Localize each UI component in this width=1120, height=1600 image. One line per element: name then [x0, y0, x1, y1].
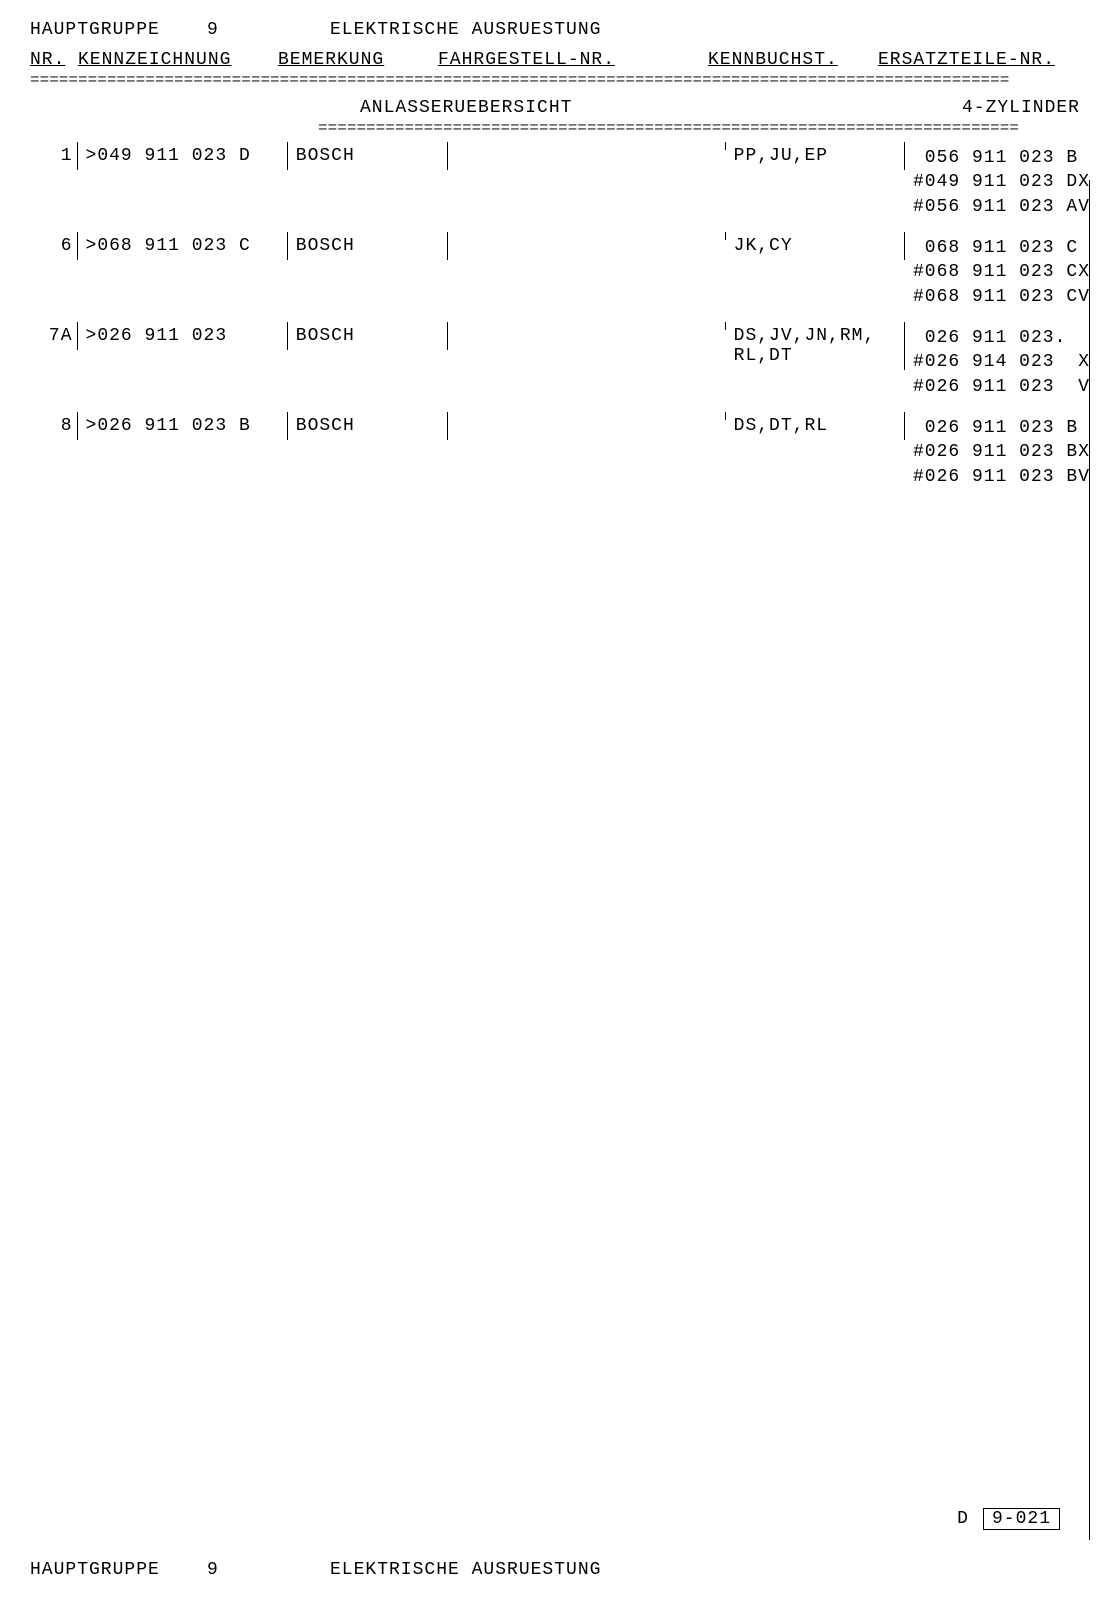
page-number: D 9-021: [957, 1508, 1060, 1530]
hauptgruppe-label: HAUPTGRUPPE: [30, 20, 160, 40]
table-row: 7A>026 911 023BOSCH DS,JV,JN,RM, RL,DT 02…: [30, 322, 1090, 412]
cell-kennbuchst: JK,CY: [726, 232, 905, 260]
ersatzteile-line: #026 911 023 V: [913, 375, 1090, 399]
table-row: 6>068 911 023 CBOSCHJK,CY 068 911 023 C#…: [30, 232, 1090, 322]
section-title: ANLASSERUEBERSICHT: [330, 98, 880, 118]
ersatzteile-line: 068 911 023 C: [913, 236, 1090, 260]
col-fahrgestell: FAHRGESTELL-NR.: [438, 50, 708, 70]
right-border: [1089, 180, 1090, 1540]
cell-bemerkung: BOSCH: [288, 232, 448, 260]
parts-table: 1>049 911 023 DBOSCHPP,JU,EP 056 911 023…: [30, 142, 1090, 502]
cell-kennzeichnung: >026 911 023: [78, 322, 288, 350]
ersatzteile-line: #068 911 023 CV: [913, 285, 1090, 309]
col-kennzeichnung: KENNZEICHNUNG: [78, 50, 278, 70]
cell-nr: 8: [30, 412, 78, 440]
header-hauptgruppe: HAUPTGRUPPE 9: [30, 20, 290, 40]
cell-ersatzteile: 056 911 023 B#049 911 023 DX#056 911 023…: [905, 142, 1090, 223]
cell-fahrgestell: [448, 142, 726, 150]
ersatzteile-line: 056 911 023 B: [913, 146, 1090, 170]
cell-ersatzteile: 068 911 023 C#068 911 023 CX#068 911 023…: [905, 232, 1090, 313]
section-left-spacer: [30, 98, 330, 118]
footer-hauptgruppe: HAUPTGRUPPE 9: [30, 1560, 290, 1580]
page-number-prefix: D: [957, 1509, 969, 1529]
ersatzteile-line: 026 911 023.: [913, 326, 1090, 350]
page: HAUPTGRUPPE 9 ELEKTRISCHE AUSRUESTUNG NR…: [0, 0, 1120, 1600]
table-row: 8>026 911 023 BBOSCH DS,DT,RL 026 911 023…: [30, 412, 1090, 502]
cell-bemerkung: BOSCH: [288, 322, 448, 350]
ruler-section: ========================================…: [30, 120, 1090, 136]
col-nr: NR.: [30, 50, 78, 70]
cell-kennbuchst: DS,DT,RL: [726, 412, 905, 440]
cell-fahrgestell: [448, 232, 726, 240]
ersatzteile-line: #056 911 023 AV: [913, 195, 1090, 219]
page-number-box: 9-021: [983, 1508, 1060, 1530]
ersatzteile-line: 026 911 023 B: [913, 416, 1090, 440]
table-row: 1>049 911 023 DBOSCH PP,JU,EP 056 911 023…: [30, 142, 1090, 232]
cell-kennzeichnung: >026 911 023 B: [78, 412, 288, 440]
ersatzteile-line: #068 911 023 CX: [913, 260, 1090, 284]
cell-nr: 7A: [30, 322, 78, 350]
footer-title: ELEKTRISCHE AUSRUESTUNG: [330, 1560, 601, 1580]
cell-bemerkung: BOSCH: [288, 142, 448, 170]
section-title-row: ANLASSERUEBERSICHT 4-ZYLINDER: [30, 98, 1090, 118]
ruler-top: ========================================…: [30, 72, 1090, 88]
ersatzteile-line: #026 911 023 BV: [913, 465, 1090, 489]
cell-fahrgestell: [448, 412, 726, 420]
col-ersatzteile: ERSATZTEILE-NR.: [878, 50, 1090, 70]
ersatzteile-line: #026 914 023 X: [913, 350, 1090, 374]
col-bemerkung: BEMERKUNG: [278, 50, 438, 70]
col-kennbuchst: KENNBUCHST.: [708, 50, 878, 70]
cell-kennzeichnung: >049 911 023 D: [78, 142, 288, 170]
cell-bemerkung: BOSCH: [288, 412, 448, 440]
footer-hauptgruppe-num: 9: [207, 1560, 219, 1580]
ersatzteile-line: #049 911 023 DX: [913, 170, 1090, 194]
header: HAUPTGRUPPE 9 ELEKTRISCHE AUSRUESTUNG: [30, 20, 1090, 40]
footer-hauptgruppe-label: HAUPTGRUPPE: [30, 1560, 160, 1580]
cell-kennbuchst: DS,JV,JN,RM, RL,DT: [726, 322, 905, 370]
cell-nr: 1: [30, 142, 78, 170]
header-title: ELEKTRISCHE AUSRUESTUNG: [330, 20, 1090, 40]
cell-kennzeichnung: >068 911 023 C: [78, 232, 288, 260]
section-right: 4-ZYLINDER: [880, 98, 1090, 118]
ersatzteile-line: #026 911 023 BX: [913, 440, 1090, 464]
cell-fahrgestell: [448, 322, 726, 330]
column-headers: NR. KENNZEICHNUNG BEMERKUNG FAHRGESTELL-…: [30, 50, 1090, 70]
cell-kennbuchst: PP,JU,EP: [726, 142, 905, 170]
hauptgruppe-num: 9: [207, 20, 219, 40]
cell-nr: 6: [30, 232, 78, 260]
footer: HAUPTGRUPPE 9 ELEKTRISCHE AUSRUESTUNG: [30, 1560, 1090, 1580]
cell-ersatzteile: 026 911 023 B#026 911 023 BX#026 911 023…: [905, 412, 1090, 493]
cell-ersatzteile: 026 911 023.#026 914 023 X#026 911 023 V: [905, 322, 1090, 403]
